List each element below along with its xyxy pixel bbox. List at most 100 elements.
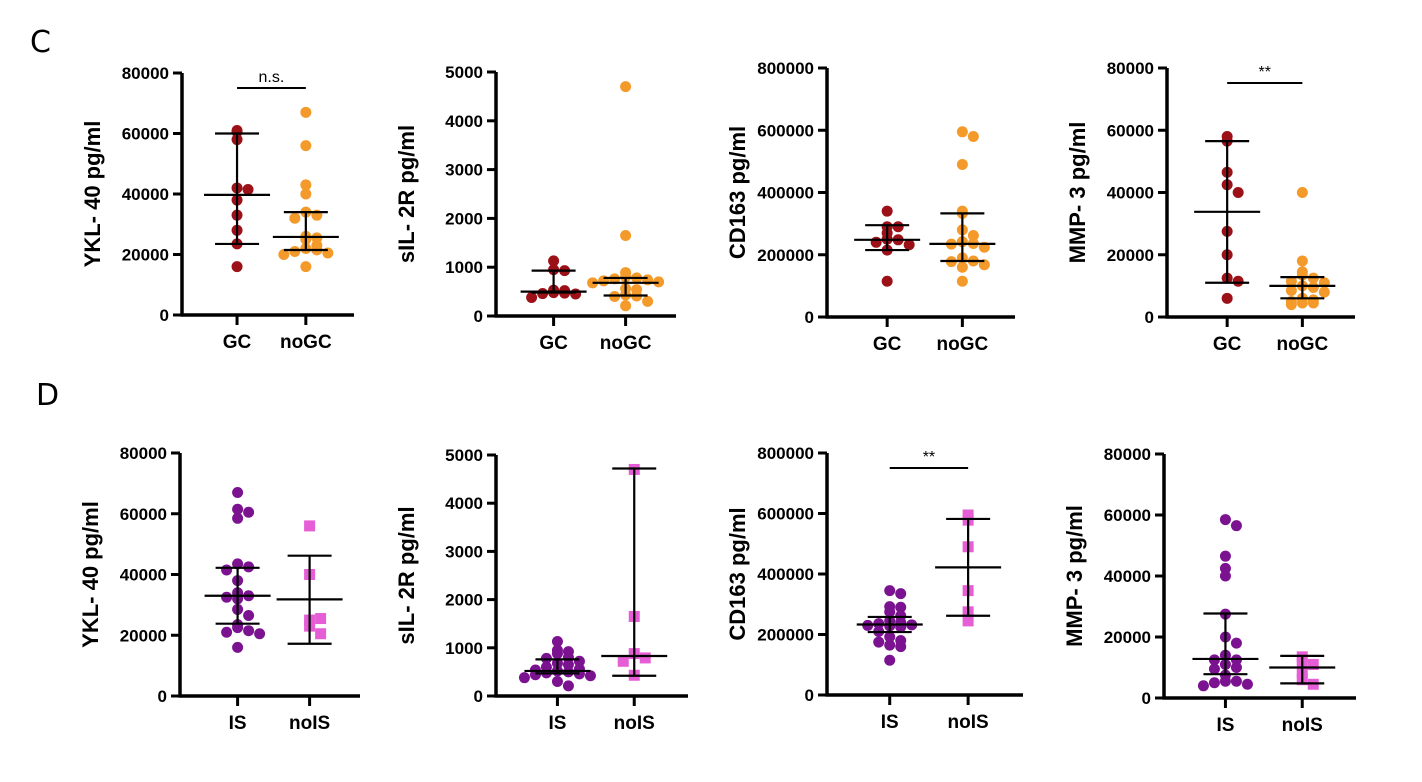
y-tick-label: 40000 (1104, 567, 1151, 586)
y-tick-label: 0 (160, 306, 169, 325)
significance-label: ** (923, 449, 935, 466)
y-axis-title: sIL- 2R pg/ml (394, 506, 419, 644)
x-tick-label: IS (881, 712, 899, 733)
y-tick-label: 600000 (757, 505, 814, 524)
data-point (221, 591, 233, 603)
panel-letter-c: C (30, 25, 51, 60)
series-noIS (935, 509, 1002, 627)
y-tick-label: 0 (474, 307, 483, 326)
series-noIS (601, 463, 668, 681)
y-tick-label: 80000 (1107, 59, 1154, 78)
series-noGC (1269, 187, 1336, 311)
y-tick-label: 20000 (1107, 246, 1154, 265)
data-point (617, 655, 629, 667)
data-point (254, 628, 266, 640)
y-tick-label: 3000 (445, 161, 483, 180)
y-tick-label: 0 (474, 687, 483, 706)
data-point (1285, 299, 1297, 311)
y-axis-title: sIL- 2R pg/ml (394, 125, 419, 263)
data-point (289, 245, 301, 257)
data-point (881, 275, 893, 287)
y-tick-label: 80000 (1104, 445, 1151, 464)
y-tick-label: 4000 (445, 112, 483, 131)
data-point (1296, 255, 1308, 267)
data-point (232, 558, 244, 570)
data-point (892, 221, 904, 233)
data-point (620, 229, 632, 241)
series-GC (204, 124, 271, 273)
y-tick-label: 60000 (1104, 506, 1151, 525)
data-point (639, 652, 651, 664)
chart-7: 0 200000 400000 600000 800000 CD163 pg/ml IS no… (725, 444, 1023, 733)
data-point (570, 288, 582, 300)
y-tick-label: 0 (1145, 308, 1154, 327)
significance-label: ** (1259, 64, 1271, 81)
series-IS (856, 585, 923, 666)
y-axis-title: YKL- 40 pg/ml (80, 121, 105, 268)
x-tick-label: IS (229, 713, 247, 734)
data-point (1219, 675, 1231, 687)
data-point (895, 588, 907, 600)
data-point (620, 300, 632, 312)
y-axis-title: CD163 pg/ml (725, 507, 750, 640)
data-point (873, 636, 885, 648)
data-point (278, 249, 290, 260)
x-tick-label: noIS (948, 712, 989, 733)
data-point (884, 654, 896, 666)
data-point (956, 126, 968, 138)
series-IS (1192, 514, 1259, 692)
data-point (548, 255, 560, 267)
data-point (642, 295, 654, 307)
data-point (884, 639, 896, 651)
data-point (870, 236, 882, 248)
y-axis-title: YKL- 40 pg/ml (78, 501, 103, 648)
y-tick-label: 0 (158, 687, 167, 706)
data-point (221, 564, 233, 576)
data-point (231, 261, 243, 273)
data-point (1285, 285, 1297, 297)
data-point (315, 613, 327, 625)
x-tick-label: GC (1213, 334, 1242, 355)
data-point (1230, 520, 1242, 532)
data-point (1232, 275, 1244, 287)
chart-3: 0 200000 400000 600000 800000 CD163 pg/ml GC no… (725, 59, 1015, 355)
data-point (232, 641, 244, 653)
data-point (551, 648, 563, 660)
series-noGC (929, 126, 996, 287)
significance-label: n.s. (259, 69, 285, 86)
y-tick-label: 20000 (120, 626, 167, 645)
data-point (529, 669, 541, 681)
chart-1: 0 20000 40000 60000 80000 YKL- 40 pg/ml GC noGC… (80, 64, 354, 353)
data-point (1307, 281, 1319, 293)
y-tick-label: 200000 (757, 626, 814, 645)
x-tick-label: noGC (937, 334, 989, 355)
data-point (895, 641, 907, 653)
data-point (967, 229, 979, 241)
data-point (1219, 570, 1231, 582)
data-point (620, 81, 632, 93)
y-tick-label: 80000 (120, 444, 167, 463)
y-tick-label: 400000 (757, 565, 814, 584)
data-point (956, 275, 968, 287)
x-tick-label: noGC (280, 332, 332, 353)
y-tick-label: 60000 (122, 125, 169, 144)
y-tick-label: 800000 (757, 444, 814, 463)
series-GC (1194, 130, 1261, 304)
data-point (1197, 680, 1209, 692)
data-point (221, 626, 233, 638)
x-tick-label: IS (548, 713, 566, 734)
data-point (518, 672, 530, 684)
data-point (562, 680, 574, 692)
data-point (956, 158, 968, 170)
y-tick-label: 200000 (757, 246, 814, 265)
y-axis-title: MMP- 3 pg/ml (1065, 122, 1090, 264)
data-point (1208, 663, 1220, 675)
data-point (1296, 297, 1308, 309)
x-tick-label: noIS (1282, 715, 1323, 736)
y-tick-label: 4000 (445, 494, 483, 513)
data-point (1296, 187, 1308, 198)
chart-8: 0 20000 40000 60000 80000 MMP- 3 pg/ml IS noIS (1062, 445, 1356, 736)
series-noIS (276, 520, 343, 645)
y-tick-label: 60000 (120, 505, 167, 524)
